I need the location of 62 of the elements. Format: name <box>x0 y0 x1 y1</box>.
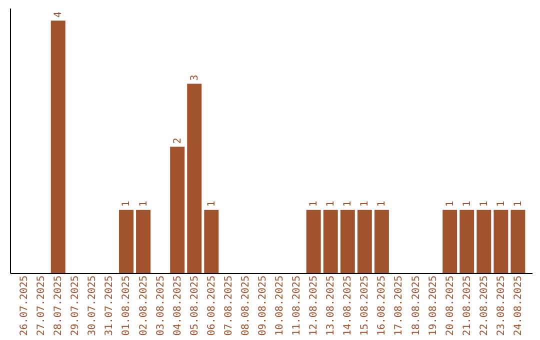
bar <box>476 210 492 273</box>
x-tick-label: 09.08.2025 <box>257 276 268 336</box>
bar <box>494 210 508 273</box>
x-tick-label: 20.08.2025 <box>444 276 456 336</box>
bar <box>50 20 66 273</box>
x-tick-label: 07.08.2025 <box>223 276 234 336</box>
bar <box>204 210 219 273</box>
x-tick-label: 31.07.2025 <box>104 276 116 336</box>
x-tick-label: 12.08.2025 <box>308 276 320 336</box>
data-label: 1 <box>462 200 473 207</box>
x-tick-label: 06.08.2025 <box>206 276 218 336</box>
x-tick-label: 10.08.2025 <box>274 276 286 336</box>
x-tick-label: 11.08.2025 <box>292 276 303 336</box>
x-tick-label: 21.08.2025 <box>462 276 473 336</box>
bar <box>357 210 372 273</box>
bar <box>119 210 134 273</box>
bar <box>136 210 151 273</box>
x-tick-label: 02.08.2025 <box>138 276 150 336</box>
data-label: 1 <box>376 200 388 207</box>
x-tick-label: 16.08.2025 <box>376 276 388 336</box>
x-tick-label: 01.08.2025 <box>121 276 132 336</box>
x-tick-label: 15.08.2025 <box>360 276 371 336</box>
bar <box>187 84 202 273</box>
bar <box>510 210 526 273</box>
data-label: 1 <box>138 200 150 207</box>
x-tick-label: 24.08.2025 <box>512 276 524 336</box>
bar <box>170 146 185 273</box>
data-label: 1 <box>206 200 218 207</box>
data-label: 1 <box>121 200 132 207</box>
x-tick-label: 26.07.2025 <box>19 276 30 336</box>
data-label: 1 <box>478 200 490 207</box>
x-tick-label: 04.08.2025 <box>172 276 184 336</box>
x-tick-label: 30.07.2025 <box>87 276 98 336</box>
bar <box>374 210 389 273</box>
data-label: 4 <box>53 12 64 18</box>
x-tick-label: 13.08.2025 <box>326 276 337 336</box>
x-tick-label: 05.08.2025 <box>189 276 200 336</box>
x-tick-label: 08.08.2025 <box>240 276 252 336</box>
x-tick-label: 22.08.2025 <box>478 276 490 336</box>
bar <box>460 210 474 273</box>
data-label: 2 <box>172 138 184 144</box>
data-label: 3 <box>189 74 200 81</box>
data-label: 1 <box>512 200 524 207</box>
bar <box>306 210 321 273</box>
data-label: 1 <box>326 200 337 207</box>
data-label: 1 <box>308 200 320 207</box>
data-label: 1 <box>496 200 507 207</box>
x-tick-label: 14.08.2025 <box>342 276 354 336</box>
x-tick-label: 28.07.2025 <box>53 276 64 336</box>
x-tick-label: 27.07.2025 <box>36 276 48 336</box>
bar <box>323 210 338 273</box>
data-label: 1 <box>360 200 371 207</box>
x-tick-label: 17.08.2025 <box>394 276 405 336</box>
x-tick-label: 03.08.2025 <box>155 276 166 336</box>
bar <box>340 210 355 273</box>
data-label: 1 <box>444 200 456 207</box>
x-tick-label: 19.08.2025 <box>428 276 439 336</box>
bar <box>442 210 458 273</box>
x-tick-label: 23.08.2025 <box>496 276 507 336</box>
x-tick-label: 29.07.2025 <box>70 276 82 336</box>
x-tick-label: 18.08.2025 <box>410 276 422 336</box>
data-label: 1 <box>342 200 354 207</box>
